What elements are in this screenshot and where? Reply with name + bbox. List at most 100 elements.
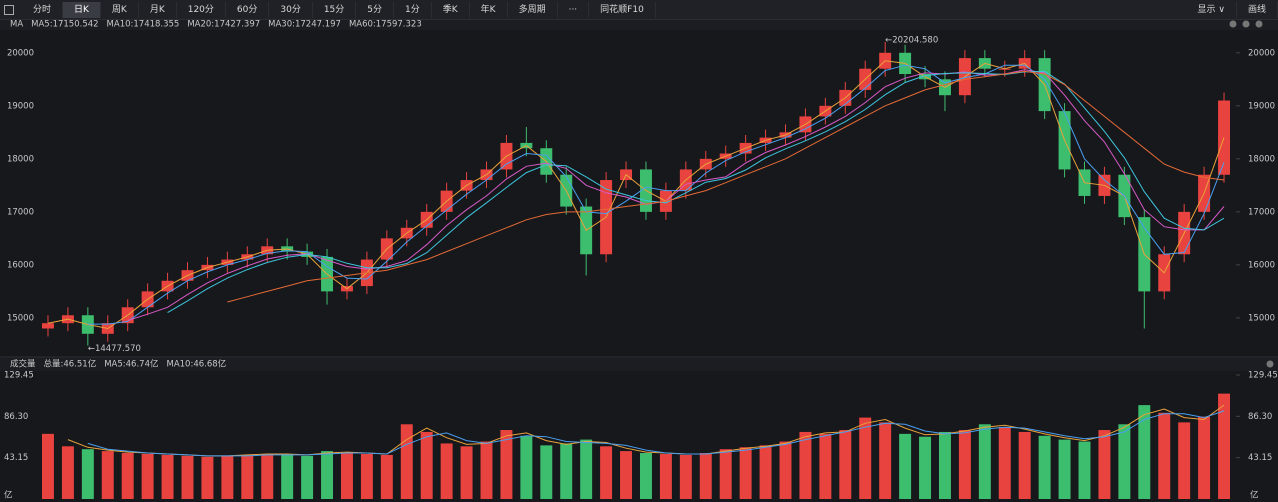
y-tick-label-right: 86.30 <box>1248 412 1272 422</box>
volume-bar <box>600 446 613 499</box>
legend-entry: MA5:46.74亿 <box>104 359 158 370</box>
settings-icon[interactable] <box>1255 20 1263 28</box>
volume-bar <box>261 453 274 499</box>
volume-bar <box>440 443 453 499</box>
period-button[interactable]: 月K <box>139 1 177 18</box>
period-button[interactable]: 季K <box>432 1 470 18</box>
volume-bar <box>819 433 832 499</box>
volume-bar <box>281 454 294 499</box>
y-tick-label-right: 18000 <box>1248 154 1275 164</box>
volume-bar <box>560 443 573 499</box>
volume-bar <box>121 453 134 499</box>
volume-bar <box>699 453 712 499</box>
volume-bar <box>1118 424 1131 499</box>
legend-entry: MA10:46.68亿 <box>166 359 226 370</box>
volume-bar <box>639 453 652 499</box>
volume-bar <box>1178 422 1191 499</box>
period-button[interactable]: 日K <box>63 1 101 18</box>
y-tick-label-right: 19000 <box>1248 101 1275 111</box>
period-button[interactable]: 周K <box>101 1 139 18</box>
period-button[interactable]: 分时 <box>22 1 64 18</box>
volume-bar <box>61 446 74 499</box>
volume-settings-icon[interactable] <box>1266 360 1274 368</box>
volume-bar <box>141 453 154 499</box>
chart: 15000 15000 16000 16000 17000 17000 18000 18000… <box>0 20 1278 501</box>
period-button[interactable]: 1分 <box>394 1 432 18</box>
volume-header-bar <box>0 357 1278 371</box>
volume-bar <box>659 453 672 499</box>
y-tick-label: 43.15 <box>4 453 28 463</box>
volume-bar <box>241 454 254 499</box>
volume-bar <box>938 431 951 499</box>
ma-line <box>127 69 1225 321</box>
legend-entry: MA5:17150.542 <box>31 20 98 30</box>
legend-entry: MA60:17597.323 <box>349 20 422 30</box>
ma-line <box>67 404 1225 457</box>
volume-bar <box>978 424 991 499</box>
legend-entry: 成交量 <box>10 359 36 370</box>
volume-bar <box>1218 393 1231 499</box>
y-tick-label: 17000 <box>7 207 34 217</box>
legend-entry: MA30:17247.197 <box>268 20 341 30</box>
y-tick-label: 129.45 <box>4 371 34 381</box>
y-tick-label-right: 15000 <box>1248 313 1275 323</box>
volume-bar <box>101 451 114 499</box>
legend-entry: 总量:46.51亿 <box>44 359 97 370</box>
ma-line <box>87 64 1225 325</box>
volume-bar <box>81 449 94 499</box>
minimize-icon[interactable] <box>1229 20 1237 28</box>
volume-bar <box>998 427 1011 499</box>
period-button[interactable]: 60分 <box>226 1 270 18</box>
volume-bar <box>779 441 792 499</box>
y-tick-label: 86.30 <box>4 412 28 422</box>
volume-bar <box>1038 435 1051 499</box>
legend-entry: MA10:17418.355 <box>107 20 180 30</box>
unit-label-right: 亿 <box>1250 490 1259 501</box>
y-tick-label: 15000 <box>7 313 34 323</box>
volume-bar <box>301 455 314 499</box>
add-icon[interactable] <box>1242 20 1250 28</box>
volume-bar <box>161 454 174 499</box>
y-tick-label-right: 20000 <box>1248 48 1275 58</box>
period-button[interactable]: 多周期 <box>508 1 558 18</box>
volume-bar <box>181 455 194 499</box>
y-tick-label-right: 43.15 <box>1248 453 1272 463</box>
legend-entry: MA20:17427.397 <box>187 20 260 30</box>
period-button[interactable]: 30分 <box>269 1 313 18</box>
volume-bar <box>1158 412 1171 499</box>
toolbar-right-button[interactable]: 显示 ∨ <box>1187 1 1237 18</box>
volume-bar <box>340 453 353 499</box>
high-annotation: ←20204.580 <box>885 35 938 45</box>
volume-bar <box>221 455 234 499</box>
volume-bar <box>1138 405 1151 499</box>
volume-bar <box>380 454 393 499</box>
sidebar-toggle[interactable] <box>4 4 14 15</box>
period-button[interactable]: ··· <box>558 1 590 18</box>
period-button[interactable]: 年K <box>470 1 508 18</box>
volume-bar <box>919 436 932 499</box>
volume-bar <box>520 435 533 499</box>
volume-bar <box>839 430 852 499</box>
volume-bar <box>859 417 872 499</box>
period-button[interactable]: 5分 <box>356 1 395 18</box>
period-button[interactable]: 15分 <box>313 1 357 18</box>
y-tick-label: 16000 <box>7 260 34 270</box>
volume-bar <box>899 433 912 499</box>
y-tick-label-right: 16000 <box>1248 260 1275 270</box>
volume-bar <box>580 439 593 499</box>
legend-bar <box>0 20 1278 30</box>
volume-bar <box>1078 441 1091 499</box>
ma-line <box>167 70 1225 314</box>
unit-label: 亿 <box>4 490 13 501</box>
toolbar-right-button[interactable]: 画线 <box>1237 1 1278 18</box>
ma-line <box>227 70 1225 303</box>
volume-bar <box>1098 430 1111 499</box>
low-annotation: ←14477.570 <box>88 344 141 354</box>
volume-bar <box>360 453 373 499</box>
y-tick-label: 18000 <box>7 154 34 164</box>
y-tick-label-right: 129.45 <box>1248 371 1278 381</box>
volume-bar <box>759 445 772 499</box>
volume-bar <box>739 447 752 499</box>
period-button[interactable]: 同花顺F10 <box>589 1 656 18</box>
period-button[interactable]: 120分 <box>177 1 226 18</box>
